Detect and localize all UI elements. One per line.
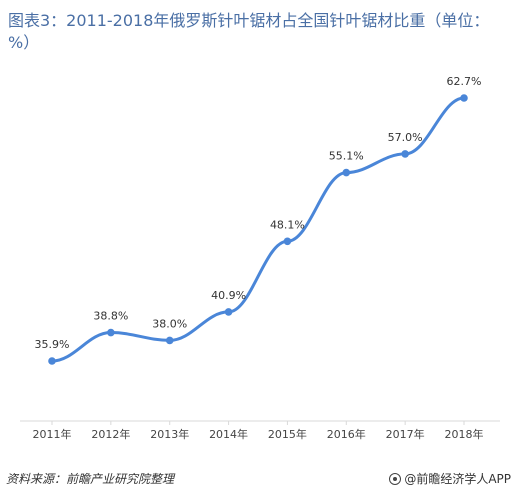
source-note: 资料来源：前瞻产业研究院整理 <box>6 472 175 486</box>
data-labels: 35.9% 38.8% 38.0% 40.9% 48.1% 55.1% 57.0% 62.7% <box>35 75 482 351</box>
data-point <box>165 336 174 345</box>
data-label: 62.7% <box>447 75 482 88</box>
brand-logo-icon <box>389 472 402 485</box>
data-label: 35.9% <box>35 338 70 351</box>
data-label: 40.9% <box>211 289 246 302</box>
brand-text: @前瞻经济学人APP <box>404 472 511 486</box>
data-point <box>342 168 351 177</box>
x-tick-label: 2018年 <box>445 427 484 441</box>
x-tick-label: 2016年 <box>327 427 366 441</box>
x-tick-label: 2017年 <box>386 427 425 441</box>
data-points <box>48 94 468 365</box>
data-label: 55.1% <box>329 150 364 163</box>
brand-credit: @前瞻经济学人APP <box>389 470 511 487</box>
chart-title: 图表3：2011-2018年俄罗斯针叶锯材占全国针叶锯材比重（单位：%） <box>8 11 490 52</box>
x-tick-labels: 2011年 2012年 2013年 2014年 2015年 2016年 2017年 2018年 <box>33 421 484 441</box>
data-point <box>460 94 468 102</box>
x-tick-label: 2013年 <box>150 427 189 441</box>
data-label: 38.0% <box>152 317 187 330</box>
data-label: 57.0% <box>388 131 423 144</box>
data-label: 48.1% <box>270 218 305 231</box>
data-point <box>401 150 409 158</box>
data-point <box>283 237 292 246</box>
x-tick-label: 2011年 <box>33 427 72 441</box>
x-tick-label: 2012年 <box>91 427 130 441</box>
data-point <box>48 357 56 365</box>
footer: 资料来源：前瞻产业研究院整理 @前瞻经济学人APP <box>6 470 511 488</box>
line-chart: 35.9% 38.8% 38.0% 40.9% 48.1% 55.1% 57.0% 62.7%… <box>20 75 500 441</box>
data-point <box>224 308 233 316</box>
x-tick-label: 2015年 <box>268 427 307 441</box>
data-label: 38.8% <box>93 310 128 323</box>
data-point <box>107 328 115 337</box>
x-tick-label: 2014年 <box>209 427 248 441</box>
